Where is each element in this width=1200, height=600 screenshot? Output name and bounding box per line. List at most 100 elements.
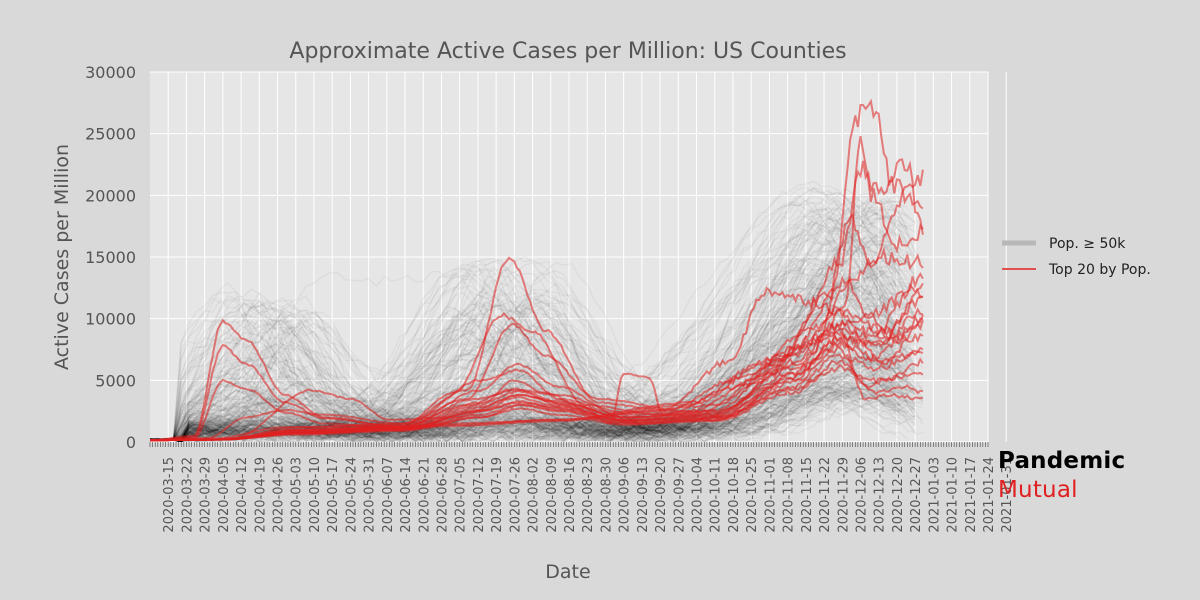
background-series-line (150, 200, 893, 441)
x-tick-label: 2020-04-26 (272, 457, 287, 533)
background-series-line (150, 233, 901, 441)
x-tick-label: 2020-03-29 (199, 457, 214, 533)
background-series-line (150, 260, 916, 442)
background-series-line (150, 280, 893, 442)
x-axis-label: Date (545, 561, 590, 583)
x-tick-label: 2020-07-26 (508, 457, 523, 533)
background-series-line (150, 259, 901, 442)
x-tick-label: 2020-05-17 (326, 457, 341, 533)
background-series-line (150, 290, 908, 441)
x-tick-label: 2021-01-10 (946, 457, 961, 533)
background-series-line (150, 210, 901, 442)
brand-line-2: Mutual (998, 477, 1078, 503)
x-tick-label: 2020-07-19 (490, 457, 505, 533)
background-series-line (150, 383, 908, 442)
x-tick-label: 2020-06-21 (417, 457, 432, 533)
background-series-line (150, 282, 900, 441)
y-axis: 0 5000 10000 15000 20000 25000 30000 (85, 63, 136, 452)
highlighted-series-line (150, 358, 924, 442)
x-tick-label: 2020-12-20 (891, 457, 906, 533)
background-series-line (150, 236, 893, 441)
x-tick-label: 2020-04-12 (235, 457, 250, 533)
background-series-line (150, 245, 908, 442)
background-series-line (150, 326, 924, 442)
chart-title: Approximate Active Cases per Million: US… (289, 39, 846, 64)
x-tick-label: 2020-09-27 (672, 457, 687, 533)
x-tick-label: 2020-08-02 (527, 457, 542, 533)
x-tick-label: 2020-05-10 (308, 457, 323, 533)
x-tick-label: 2020-09-20 (654, 457, 669, 533)
background-series-line (150, 221, 908, 441)
x-tick-label: 2020-09-13 (636, 457, 651, 533)
background-series-line (150, 294, 916, 442)
background-series-line (150, 267, 908, 441)
x-tick-label: 2020-10-25 (745, 457, 760, 533)
background-series-line (150, 317, 908, 442)
x-tick-label: 2020-06-28 (435, 457, 450, 533)
x-tick-label: 2021-01-03 (927, 457, 942, 533)
x-tick-label: 2020-11-29 (836, 457, 851, 533)
background-series-line (150, 396, 916, 442)
background-series-line (150, 193, 924, 442)
background-series-line (150, 304, 900, 441)
x-tick-label: 2020-11-15 (800, 457, 815, 533)
background-series-line (150, 349, 908, 442)
x-tick-label: 2020-05-31 (363, 457, 378, 533)
x-tick-label: 2020-11-01 (763, 457, 778, 533)
background-series-line (150, 234, 901, 441)
background-series-line (150, 314, 916, 441)
y-tick-label: 30000 (85, 63, 136, 82)
background-series-line (150, 271, 916, 441)
background-series-line (150, 305, 916, 441)
x-tick-label: 2020-05-03 (290, 457, 305, 533)
y-tick-label: 0 (126, 433, 136, 452)
x-tick-label: 2021-01-17 (964, 457, 979, 533)
background-series-line (150, 258, 901, 441)
background-series-line (150, 252, 916, 441)
background-series-line (150, 233, 908, 441)
background-series-line (150, 342, 900, 442)
background-series-line (150, 223, 908, 441)
background-series-line (150, 215, 908, 441)
x-tick-label: 2020-07-05 (454, 457, 469, 533)
highlighted-series-line (150, 314, 924, 442)
background-series-line (150, 227, 924, 441)
background-series-line (150, 186, 901, 442)
background-series-line (150, 207, 908, 442)
background-series-line (150, 345, 924, 441)
background-series-line (150, 259, 908, 441)
background-series-line (150, 288, 924, 441)
x-tick-label: 2020-04-05 (217, 457, 232, 533)
background-series-line (150, 386, 908, 441)
x-tick-label: 2020-10-04 (691, 457, 706, 533)
y-tick-label: 10000 (85, 310, 136, 329)
background-series-line (150, 355, 916, 442)
background-series-line (150, 370, 916, 442)
x-tick-label: 2020-10-18 (727, 457, 742, 533)
background-series-line (150, 322, 924, 442)
background-series-line (150, 320, 892, 442)
background-series-line (150, 390, 900, 442)
highlighted-series (150, 98, 924, 442)
background-series-line (150, 297, 916, 441)
background-series-line (150, 393, 916, 442)
x-tick-label: 2020-08-30 (599, 457, 614, 533)
background-series-line (150, 328, 916, 441)
background-series-line (150, 204, 916, 441)
x-tick-label: 2020-11-08 (782, 457, 797, 533)
x-tick-label: 2020-12-13 (873, 457, 888, 533)
background-series-line (150, 288, 916, 441)
x-tick-label: 2020-03-22 (180, 457, 195, 533)
background-series-line (150, 325, 908, 442)
background-series-line (150, 229, 901, 441)
y-axis-label: Active Cases per Million (51, 144, 73, 370)
background-series-line (150, 276, 900, 441)
x-tick-label: 2021-01-31 (1000, 457, 1015, 533)
x-tick-label: 2020-08-23 (581, 457, 596, 533)
legend-label-pop-50k: Pop. ≥ 50k (1049, 236, 1126, 252)
x-tick-label: 2020-05-24 (344, 457, 359, 533)
x-tick-label: 2020-07-12 (472, 457, 487, 533)
background-series-line (150, 188, 900, 442)
background-series-line (150, 206, 916, 442)
background-series-line (150, 199, 901, 442)
